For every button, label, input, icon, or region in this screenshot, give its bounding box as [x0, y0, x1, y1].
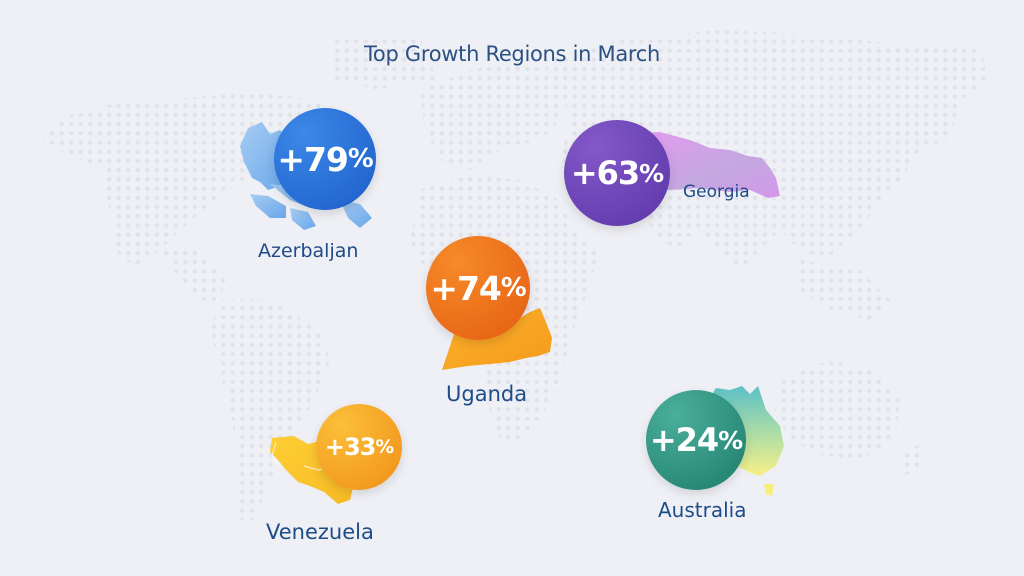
region-name: Venezuela	[266, 520, 374, 544]
region-name: Uganda	[446, 382, 528, 406]
region-uganda: +74% Uganda	[420, 232, 600, 412]
growth-bubble: +24%	[646, 390, 746, 490]
growth-value: +24	[649, 421, 719, 459]
region-azerbaljan: +79% Azerbaljan	[230, 100, 410, 270]
growth-bubble: +33%	[316, 404, 402, 490]
growth-value: +74	[430, 268, 502, 308]
growth-value: +79	[277, 139, 349, 179]
percent-sign: %	[347, 144, 374, 174]
region-australia: +24% Australia	[640, 380, 820, 530]
growth-bubble: +63%	[564, 120, 670, 226]
region-name: Azerbaljan	[258, 240, 359, 262]
region-venezuela: +33% Venezuela	[260, 400, 420, 550]
growth-value: +33	[324, 433, 377, 461]
uganda-map-shape	[442, 308, 552, 370]
percent-sign: %	[639, 158, 664, 188]
percent-sign: %	[500, 273, 527, 303]
region-georgia: +63% Georgia	[560, 110, 800, 230]
region-name: Australia	[658, 498, 747, 522]
percent-sign: %	[718, 425, 743, 455]
percent-sign: %	[375, 436, 394, 458]
growth-value: +63	[570, 154, 640, 192]
growth-bubble: +79%	[274, 108, 376, 210]
region-name: Georgia	[683, 182, 750, 202]
growth-bubble: +74%	[426, 236, 530, 340]
chart-title: Top Growth Regions in March	[363, 42, 661, 66]
